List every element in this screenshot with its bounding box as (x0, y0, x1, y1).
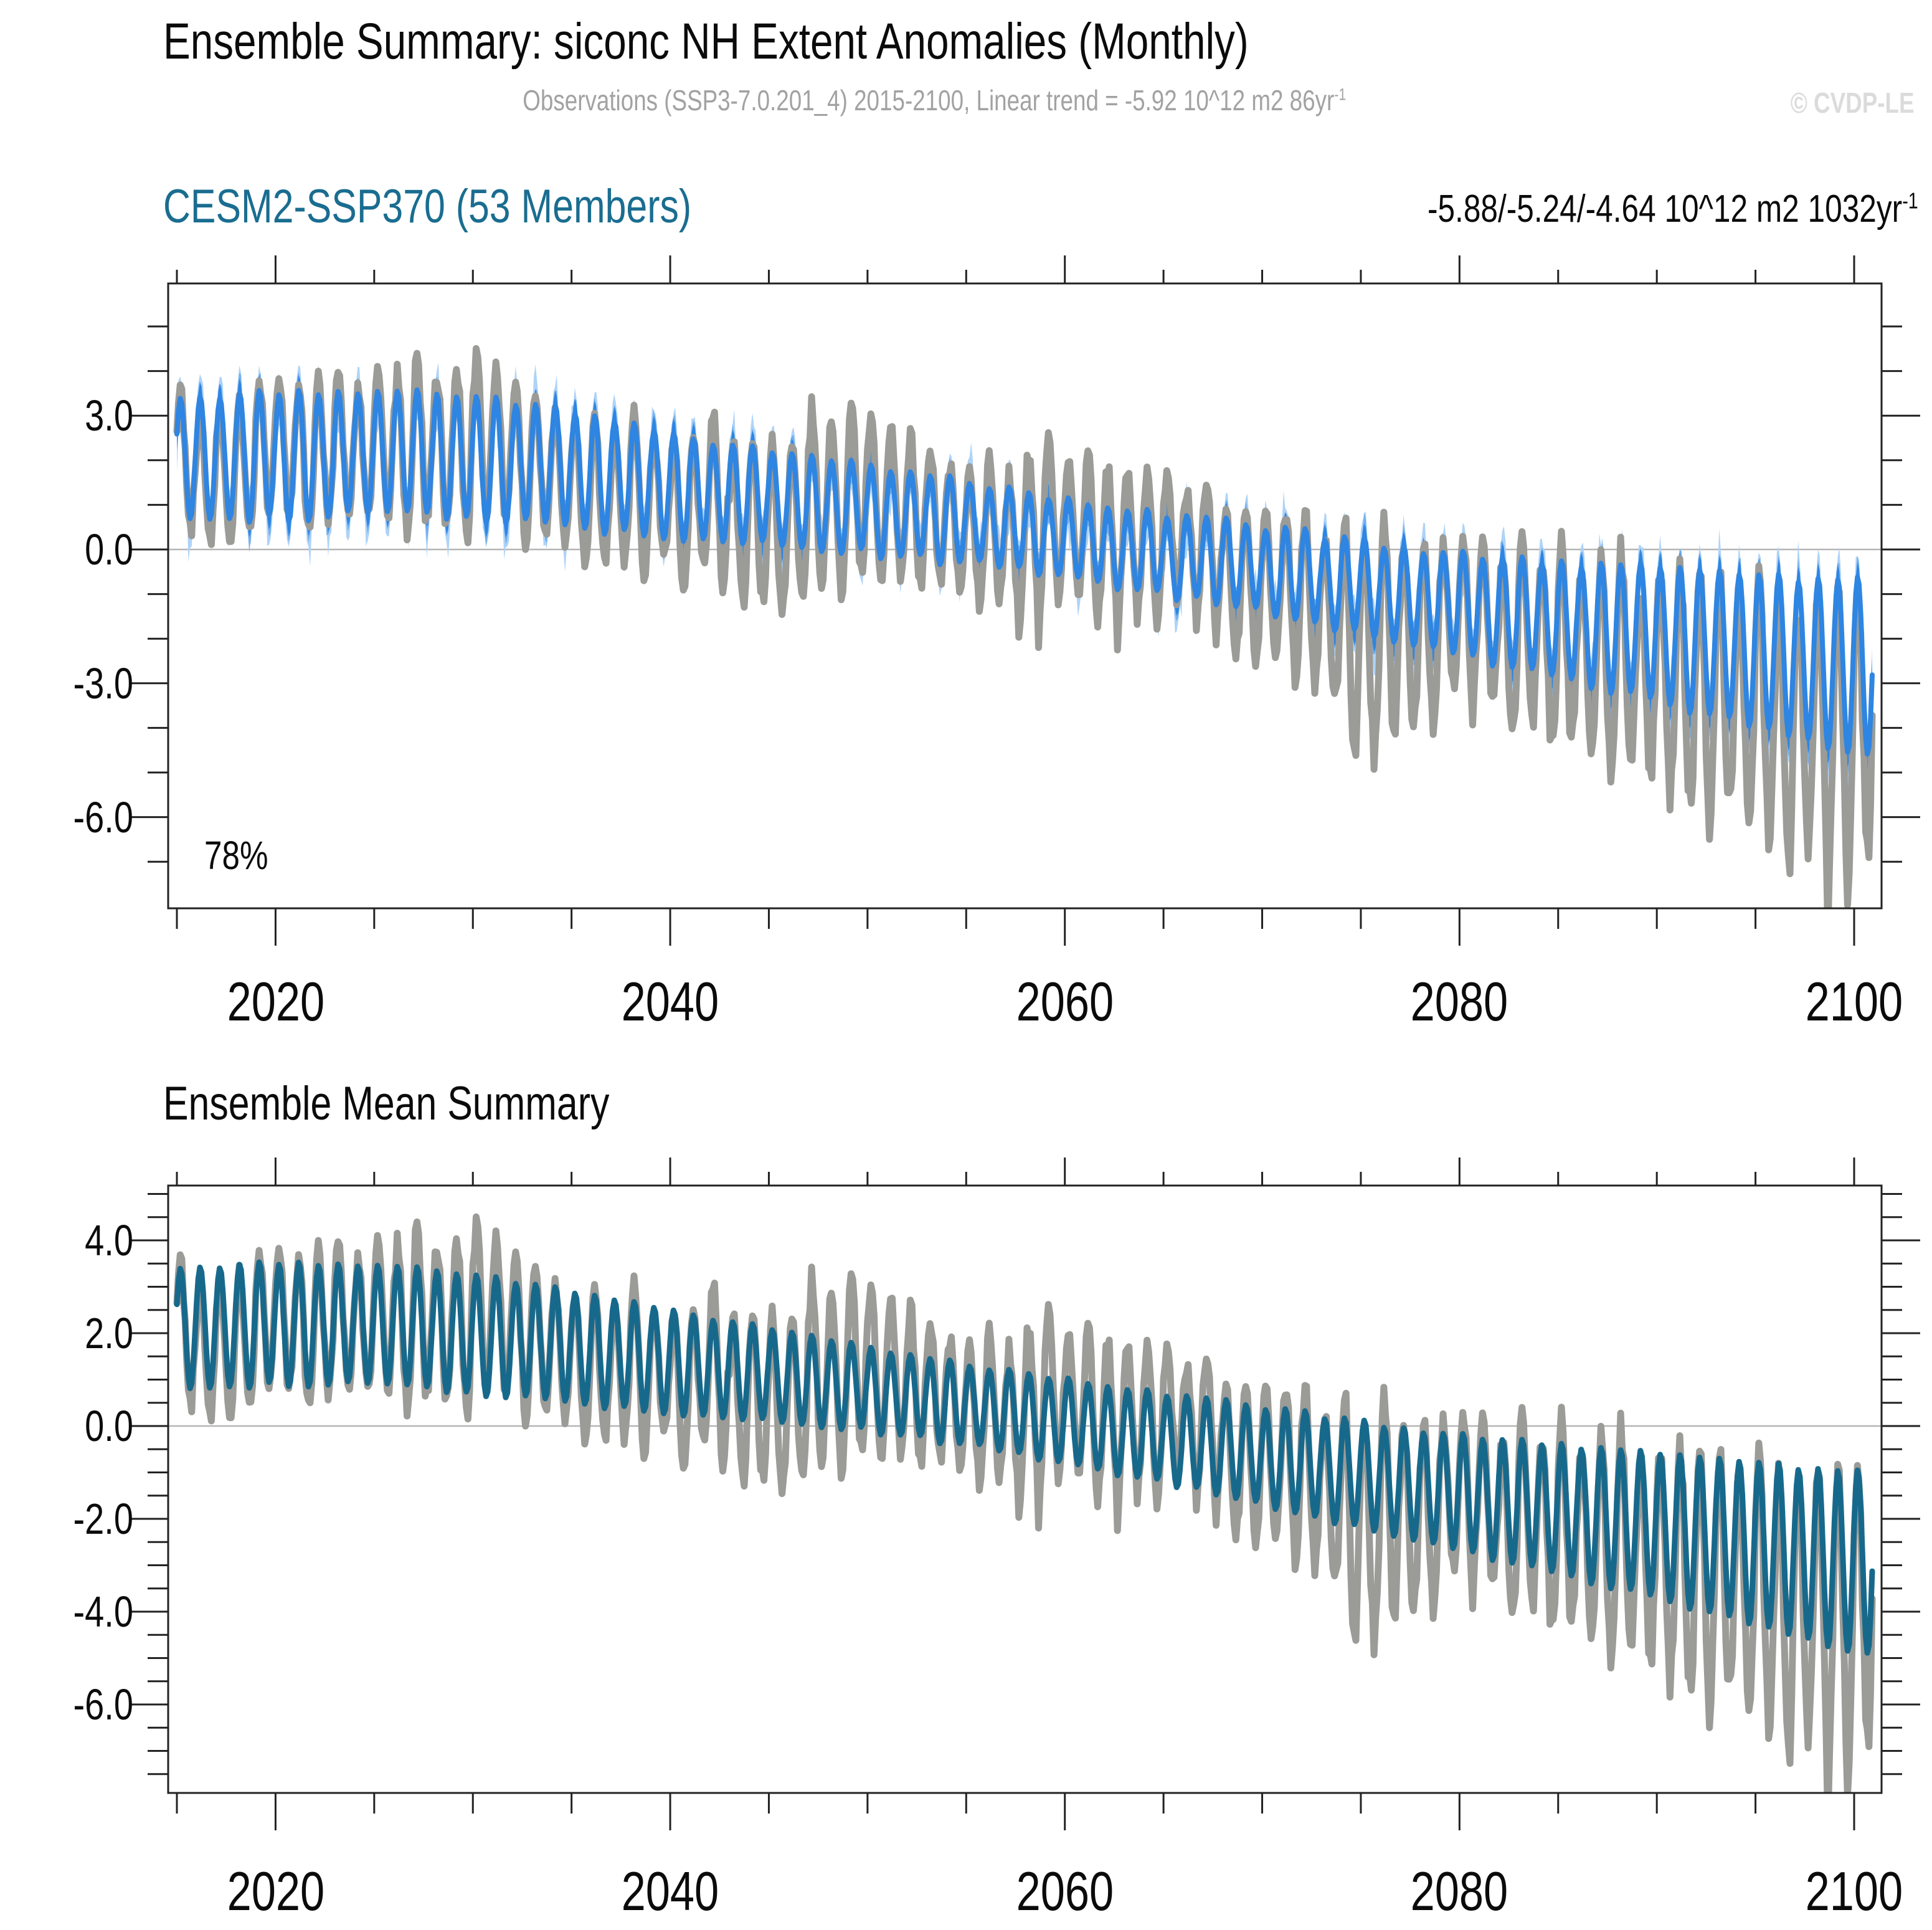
subtitle-text: Observations (SSP3-7.0.201_4) 2015-2100,… (522, 84, 1335, 116)
y-tick-label: -4.0 (73, 1587, 133, 1636)
panel1-trend-superscript: -1 (1902, 188, 1918, 214)
x-tick-label: 2020 (227, 1860, 324, 1922)
x-tick-label: 2040 (621, 971, 719, 1032)
y-tick-label: -6.0 (73, 792, 133, 842)
chart-subtitle: Observations (SSP3-7.0.201_4) 2015-2100,… (187, 83, 1682, 117)
panel1-trend-stats: -5.88/-5.24/-4.64 10^12 m2 1032yr-1 (1305, 187, 1918, 231)
y-tick-label: 3.0 (85, 391, 133, 440)
watermark-text: © CVDP-LE (1791, 87, 1915, 119)
y-tick-label: 0.0 (85, 525, 133, 574)
y-tick-label: 0.0 (85, 1402, 133, 1450)
x-tick-label: 2020 (227, 971, 324, 1032)
panel2-frame (167, 1184, 1883, 1794)
panel2-data (173, 1213, 1876, 1793)
page-title: Ensemble Summary: siconc NH Extent Anoma… (163, 12, 1520, 71)
x-tick-label: 2080 (1411, 1860, 1508, 1922)
page-title-text: Ensemble Summary: siconc NH Extent Anoma… (163, 13, 1249, 70)
x-tick-label: 2100 (1805, 1860, 1903, 1922)
panel1-percent-text: 78% (204, 833, 268, 878)
x-tick-label: 2060 (1016, 971, 1114, 1032)
panel1-percent-annotation: 78% (204, 832, 284, 878)
y-tick-label: 4.0 (85, 1216, 133, 1265)
y-tick-label: -2.0 (73, 1495, 133, 1543)
x-tick-label: 2100 (1805, 971, 1903, 1032)
y-tick-label: -6.0 (73, 1680, 133, 1729)
panel1-title: CESM2-SSP370 (53 Members) (163, 179, 823, 234)
panel1-frame (167, 282, 1883, 910)
subtitle-superscript: -1 (1334, 85, 1346, 104)
y-tick-label: -3.0 (73, 658, 133, 708)
x-tick-label: 2060 (1016, 1860, 1114, 1922)
x-tick-label: 2040 (621, 1860, 719, 1922)
panel2-title-text: Ensemble Mean Summary (163, 1077, 610, 1130)
ensemble-mean-line (174, 387, 1875, 757)
x-tick-label: 2080 (1411, 971, 1508, 1032)
ensemble-mean-line (174, 1259, 1875, 1656)
cvdp-watermark: © CVDP-LE (1759, 86, 1915, 120)
panel2-title: Ensemble Mean Summary (163, 1077, 721, 1131)
panel1-data (173, 345, 1876, 908)
panel1-trend-text: -5.88/-5.24/-4.64 10^12 m2 1032yr (1428, 188, 1903, 231)
y-tick-label: 2.0 (85, 1309, 133, 1357)
panel1-title-text: CESM2-SSP370 (53 Members) (163, 180, 692, 233)
